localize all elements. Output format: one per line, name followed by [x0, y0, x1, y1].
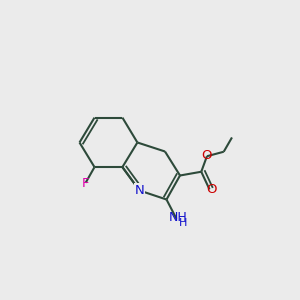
Text: N: N [135, 184, 144, 197]
Text: F: F [82, 177, 89, 190]
Text: NH: NH [168, 211, 187, 224]
Text: O: O [202, 149, 212, 162]
Text: O: O [207, 183, 217, 196]
Text: H: H [179, 218, 187, 228]
